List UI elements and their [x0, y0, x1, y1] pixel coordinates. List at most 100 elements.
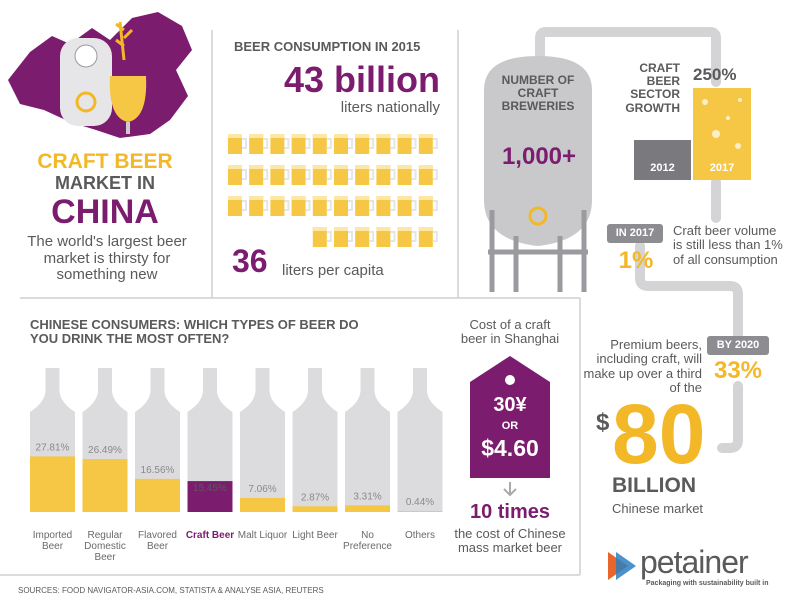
category-label: No Preference	[343, 530, 392, 552]
breweries-value: 1,000+	[501, 143, 577, 170]
tank-target	[528, 206, 548, 226]
mug-body	[249, 134, 264, 154]
mug-handle	[411, 231, 417, 242]
target	[75, 91, 97, 113]
consumption-heading: BEER CONSUMPTION IN 2015	[234, 39, 421, 54]
mug-foam	[334, 165, 348, 169]
mug-body	[418, 196, 433, 216]
mug-body	[355, 227, 370, 247]
mug	[355, 227, 375, 247]
mug	[291, 165, 311, 185]
mug	[418, 196, 438, 216]
price-usd: $4.60	[481, 435, 539, 461]
mug-handle	[369, 200, 375, 211]
glass-stem	[126, 122, 130, 134]
category-label: Craft Beer	[185, 530, 235, 541]
mug-body	[270, 196, 285, 216]
survey-title: CHINESE CONSUMERS: WHICH TYPES OF BEER D…	[30, 317, 359, 347]
share-tag: IN 2017	[615, 227, 655, 239]
mug-foam	[249, 196, 264, 200]
value-label: 3.31%	[353, 491, 381, 502]
mug-body	[270, 134, 285, 154]
mug-handle	[432, 169, 438, 180]
mug-body	[334, 165, 348, 185]
bottle-fill	[292, 506, 338, 512]
mug-handle	[326, 200, 332, 211]
mug-body	[355, 134, 370, 154]
mug	[228, 196, 247, 216]
mug-handle	[432, 138, 438, 149]
mug-handle	[263, 169, 269, 180]
market-caption: Chinese market	[612, 501, 704, 516]
mug	[312, 165, 332, 185]
mug-body	[355, 165, 370, 185]
national-value: 43 billion	[283, 59, 440, 100]
kettle	[60, 38, 112, 126]
mug	[376, 227, 396, 247]
mug-handle	[348, 169, 353, 180]
mug	[312, 227, 332, 247]
mug-foam	[312, 165, 327, 169]
mug-handle	[411, 200, 417, 211]
sources: SOURCES: FOOD NAVIGATOR-ASIA.COM, STATIS…	[18, 586, 324, 595]
mug	[355, 134, 375, 154]
mug-foam	[418, 227, 433, 231]
mug-body	[291, 196, 306, 216]
mug-foam	[249, 165, 264, 169]
bottle-fill	[135, 478, 180, 512]
mug	[249, 134, 269, 154]
mug	[355, 165, 375, 185]
tag-hole	[505, 375, 515, 385]
mug-foam	[270, 134, 285, 138]
mug	[397, 196, 417, 216]
mug-handle	[390, 169, 396, 180]
title-line2: MARKET IN	[55, 173, 155, 193]
mug-foam	[270, 196, 285, 200]
mug	[418, 227, 438, 247]
mug-body	[249, 165, 264, 185]
bottle-fill	[397, 511, 443, 512]
mug-handle	[369, 231, 375, 242]
pipe	[535, 27, 743, 453]
mug-body	[397, 165, 412, 185]
mug-handle	[411, 169, 417, 180]
mug-foam	[355, 134, 370, 138]
bottle	[345, 368, 390, 512]
bar-2012	[634, 140, 691, 180]
category-label: Others	[404, 530, 435, 541]
bottle-fill	[82, 459, 128, 512]
mug-handle	[263, 200, 269, 211]
mug	[270, 134, 290, 154]
mug-foam	[291, 196, 306, 200]
mug-handle	[390, 200, 396, 211]
share-text: Craft beer volume is still less than 1% …	[673, 223, 783, 267]
mug-body	[397, 196, 412, 216]
mug-body	[355, 196, 370, 216]
bottle	[135, 368, 180, 512]
mug-handle	[326, 231, 332, 242]
tank-legs	[488, 210, 588, 292]
mug-handle	[348, 231, 353, 242]
mug-foam	[397, 227, 412, 231]
year-label: 2017	[709, 162, 735, 174]
mug-body	[397, 227, 412, 247]
mug-foam	[376, 196, 391, 200]
mug-foam	[355, 227, 370, 231]
subtitle: The world's largest beer market is thirs…	[27, 233, 187, 283]
tag-2017	[607, 224, 663, 243]
mug-foam	[418, 196, 433, 200]
mug	[418, 134, 438, 154]
mug-handle	[348, 138, 353, 149]
mug-foam	[418, 165, 433, 169]
price-tag	[470, 356, 550, 478]
value-label: 26.49%	[88, 445, 122, 456]
brand-tagline: Packaging with sustainability built in	[646, 580, 769, 587]
mug-foam	[270, 165, 285, 169]
mug-foam	[228, 196, 242, 200]
tank	[484, 56, 592, 246]
value-label: 0.44%	[406, 497, 434, 508]
arrow	[503, 482, 517, 497]
mug	[355, 196, 375, 216]
